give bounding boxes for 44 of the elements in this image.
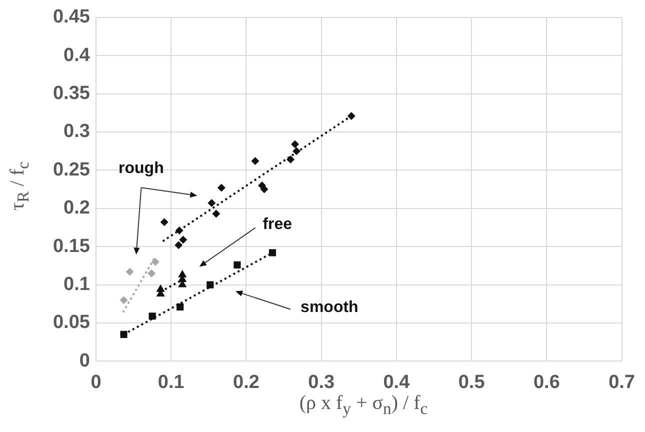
annotation: free <box>262 216 292 234</box>
y-tick-label: 0.15 <box>52 236 90 257</box>
point <box>148 312 156 320</box>
point <box>292 147 301 156</box>
point <box>148 269 156 278</box>
point <box>268 249 276 256</box>
y-tick-label: 0.3 <box>64 121 90 142</box>
point <box>286 156 295 164</box>
point <box>260 185 268 194</box>
annotation: rough <box>118 160 164 178</box>
point <box>251 157 260 166</box>
x-tick-label: 0.6 <box>533 372 560 393</box>
point <box>212 210 220 218</box>
point <box>208 199 216 208</box>
point <box>291 140 300 148</box>
point <box>347 112 356 120</box>
point <box>120 330 128 338</box>
y-tick-label: 0.4 <box>64 44 90 66</box>
point <box>174 241 183 250</box>
y-tick-label: 0.05 <box>52 312 90 334</box>
point <box>217 184 226 192</box>
point <box>151 258 160 266</box>
y-tick-label: 0 <box>79 350 90 372</box>
point <box>120 296 128 304</box>
point <box>175 226 184 235</box>
point <box>126 268 134 276</box>
y-tick-label: 0.45 <box>52 6 90 28</box>
y-tick-label: 0.35 <box>52 83 90 104</box>
point <box>206 281 214 288</box>
x-axis-title: (ρ x f$_{y}$ + σ$_{n}$) / f$_{c}$ <box>298 392 429 419</box>
x-tick-label: 0.5 <box>458 372 486 393</box>
y-tick-label: 0.2 <box>64 198 90 219</box>
point <box>179 236 188 244</box>
y-tick-label: 0.1 <box>64 274 90 296</box>
x-tick-label: 0.4 <box>383 372 410 393</box>
x-tick-label: 0.7 <box>608 372 636 393</box>
x-tick-label: 0.2 <box>233 372 260 393</box>
point <box>160 218 168 226</box>
x-tick-label: 0.3 <box>308 372 335 393</box>
annotation: smooth <box>300 299 358 318</box>
y-tick-label: 0.25 <box>52 159 90 180</box>
x-tick-label: 0.1 <box>158 372 185 393</box>
point <box>234 261 241 268</box>
point <box>176 303 184 310</box>
